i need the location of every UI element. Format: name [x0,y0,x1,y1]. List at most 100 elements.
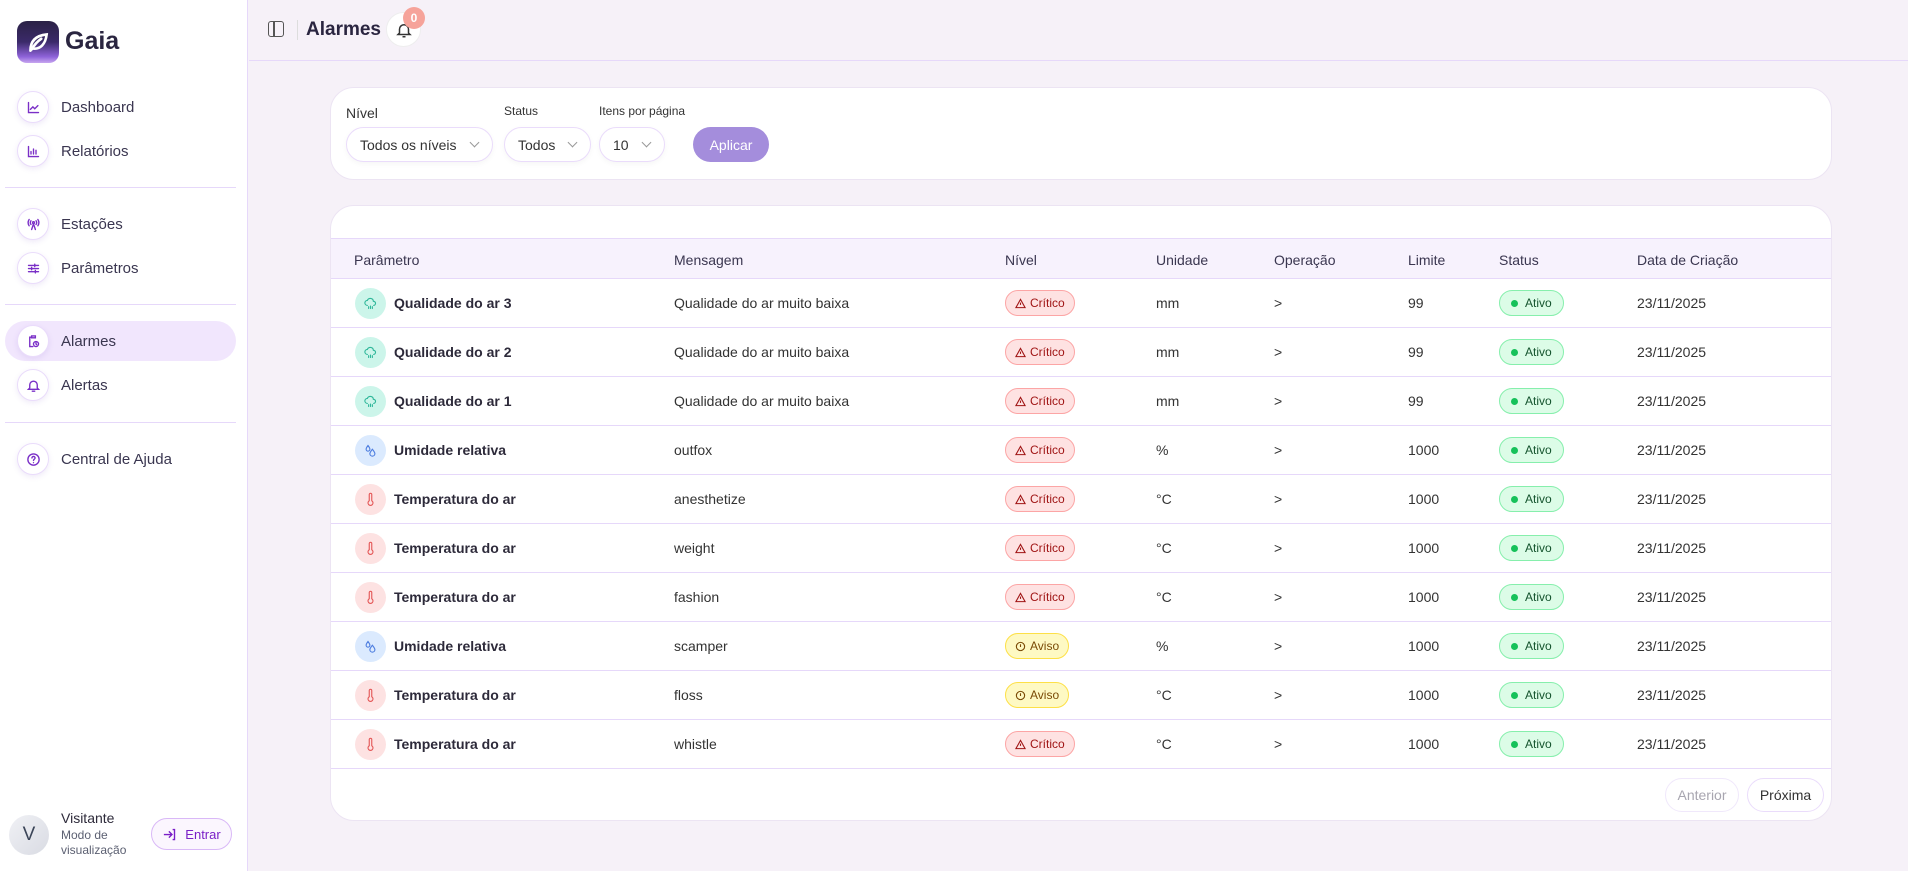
status-badge: Ativo [1499,535,1564,561]
login-button[interactable]: Entrar [151,818,232,850]
chevron-down-icon [641,137,652,148]
message: whistle [674,736,717,752]
table-row[interactable]: Qualidade do ar 2 Qualidade do ar muito … [331,328,1831,377]
limit: 1000 [1408,442,1440,458]
table-row[interactable]: Qualidade do ar 1 Qualidade do ar muito … [331,377,1831,426]
limit: 99 [1408,295,1424,311]
status-dot-icon [1511,691,1518,699]
limit: 1000 [1408,638,1440,654]
status-badge: Ativo [1499,486,1564,512]
warning-triangle-icon [1015,346,1026,357]
level-label: Crítico [1030,345,1065,359]
message: weight [674,540,715,556]
clipboard-clock-icon [17,325,49,357]
sidebar-item-estacoes[interactable]: Estações [5,204,236,244]
creation-date: 23/11/2025 [1637,638,1707,654]
apply-button[interactable]: Aplicar [693,127,769,162]
level-label: Aviso [1030,639,1060,653]
status-label: Ativo [1525,688,1552,702]
limit: 1000 [1408,491,1440,507]
divider [5,187,236,188]
table-row[interactable]: Temperatura do ar fashion Crítico °C > 1… [331,573,1831,622]
table-row[interactable]: Temperatura do ar whistle Crítico °C > 1… [331,720,1831,769]
status-dot-icon [1511,446,1518,454]
sliders-icon [17,252,49,284]
status-dot-icon [1511,544,1518,552]
status-dot-icon [1511,740,1518,748]
sidebar-item-central-de-ajuda[interactable]: Central de Ajuda [5,439,236,479]
notification-count-badge: 0 [403,7,425,29]
level-label: Crítico [1030,492,1065,506]
level-badge: Crítico [1005,437,1075,463]
status-dot-icon [1511,593,1518,601]
cloud-rain-icon [355,386,386,417]
level-select[interactable]: Todos os níveis [346,127,493,162]
level-label: Aviso [1030,688,1060,702]
creation-date: 23/11/2025 [1637,393,1707,409]
level-label: Crítico [1030,394,1065,408]
status-label: Ativo [1525,296,1552,310]
sidebar-item-alertas[interactable]: Alertas [5,365,236,405]
status-badge: Ativo [1499,584,1564,610]
per-page-select[interactable]: 10 [599,127,665,162]
creation-date: 23/11/2025 [1637,687,1707,703]
level-badge: Crítico [1005,731,1075,757]
message: Qualidade do ar muito baixa [674,393,850,409]
parameter-name: Temperatura do ar [394,589,516,605]
creation-date: 23/11/2025 [1637,295,1707,311]
level-label: Crítico [1030,296,1065,310]
sidebar-item-label: Dashboard [61,98,135,116]
status-badge: Ativo [1499,339,1564,365]
bell-icon [17,369,49,401]
operation: > [1274,393,1283,409]
login-icon [164,828,176,840]
alert-circle-icon [1015,641,1026,651]
status-badge: Ativo [1499,290,1564,316]
parameter-name: Umidade relativa [394,638,507,654]
limit: 99 [1408,393,1424,409]
sidebar-item-label: Parâmetros [61,259,139,277]
app-name: Gaia [65,27,120,55]
table-row[interactable]: Umidade relativa scamper Aviso % > 1000 … [331,622,1831,671]
creation-date: 23/11/2025 [1637,344,1707,360]
next-page-button[interactable]: Próxima [1747,778,1824,812]
help-circle-icon [17,443,49,475]
thermometer-icon [355,729,386,760]
sidebar-item-alarmes[interactable]: Alarmes [5,321,236,361]
divider [5,422,236,423]
bar-chart-icon [17,135,49,167]
sidebar-item-dashboard[interactable]: Dashboard [5,87,236,127]
sidebar-item-parametros[interactable]: Parâmetros [5,248,236,288]
table-row[interactable]: Umidade relativa outfox Crítico % > 1000… [331,426,1831,475]
table-row[interactable]: Temperatura do ar floss Aviso °C > 1000 … [331,671,1831,720]
avatar: V [9,815,49,855]
unit: % [1156,442,1169,458]
divider [5,304,236,305]
sidebar-toggle-icon[interactable] [268,21,284,37]
creation-date: 23/11/2025 [1637,540,1707,556]
parameter-name: Qualidade do ar 2 [394,344,512,360]
parameter-name: Temperatura do ar [394,491,516,507]
table-row[interactable]: Temperatura do ar anesthetize Crítico °C… [331,475,1831,524]
antenna-icon [17,208,49,240]
status-label: Ativo [1525,394,1552,408]
status-filter-label: Status [504,104,539,118]
column-header: Data de Criação [1637,252,1739,268]
level-label: Crítico [1030,443,1065,457]
level-badge: Crítico [1005,388,1075,414]
operation: > [1274,736,1283,752]
previous-page-button[interactable]: Anterior [1665,778,1739,812]
status-select[interactable]: Todos [504,127,591,162]
sidebar-item-label: Relatórios [61,142,129,160]
unit: °C [1156,589,1172,605]
message: fashion [674,589,720,605]
creation-date: 23/11/2025 [1637,442,1707,458]
table-row[interactable]: Qualidade do ar 3 Qualidade do ar muito … [331,279,1831,328]
sidebar-item-relatorios[interactable]: Relatórios [5,131,236,171]
limit: 1000 [1408,589,1440,605]
table-row[interactable]: Temperatura do ar weight Crítico °C > 10… [331,524,1831,573]
message: Qualidade do ar muito baixa [674,295,850,311]
level-label: Crítico [1030,590,1065,604]
status-label: Ativo [1525,443,1552,457]
status-badge: Ativo [1499,731,1564,757]
